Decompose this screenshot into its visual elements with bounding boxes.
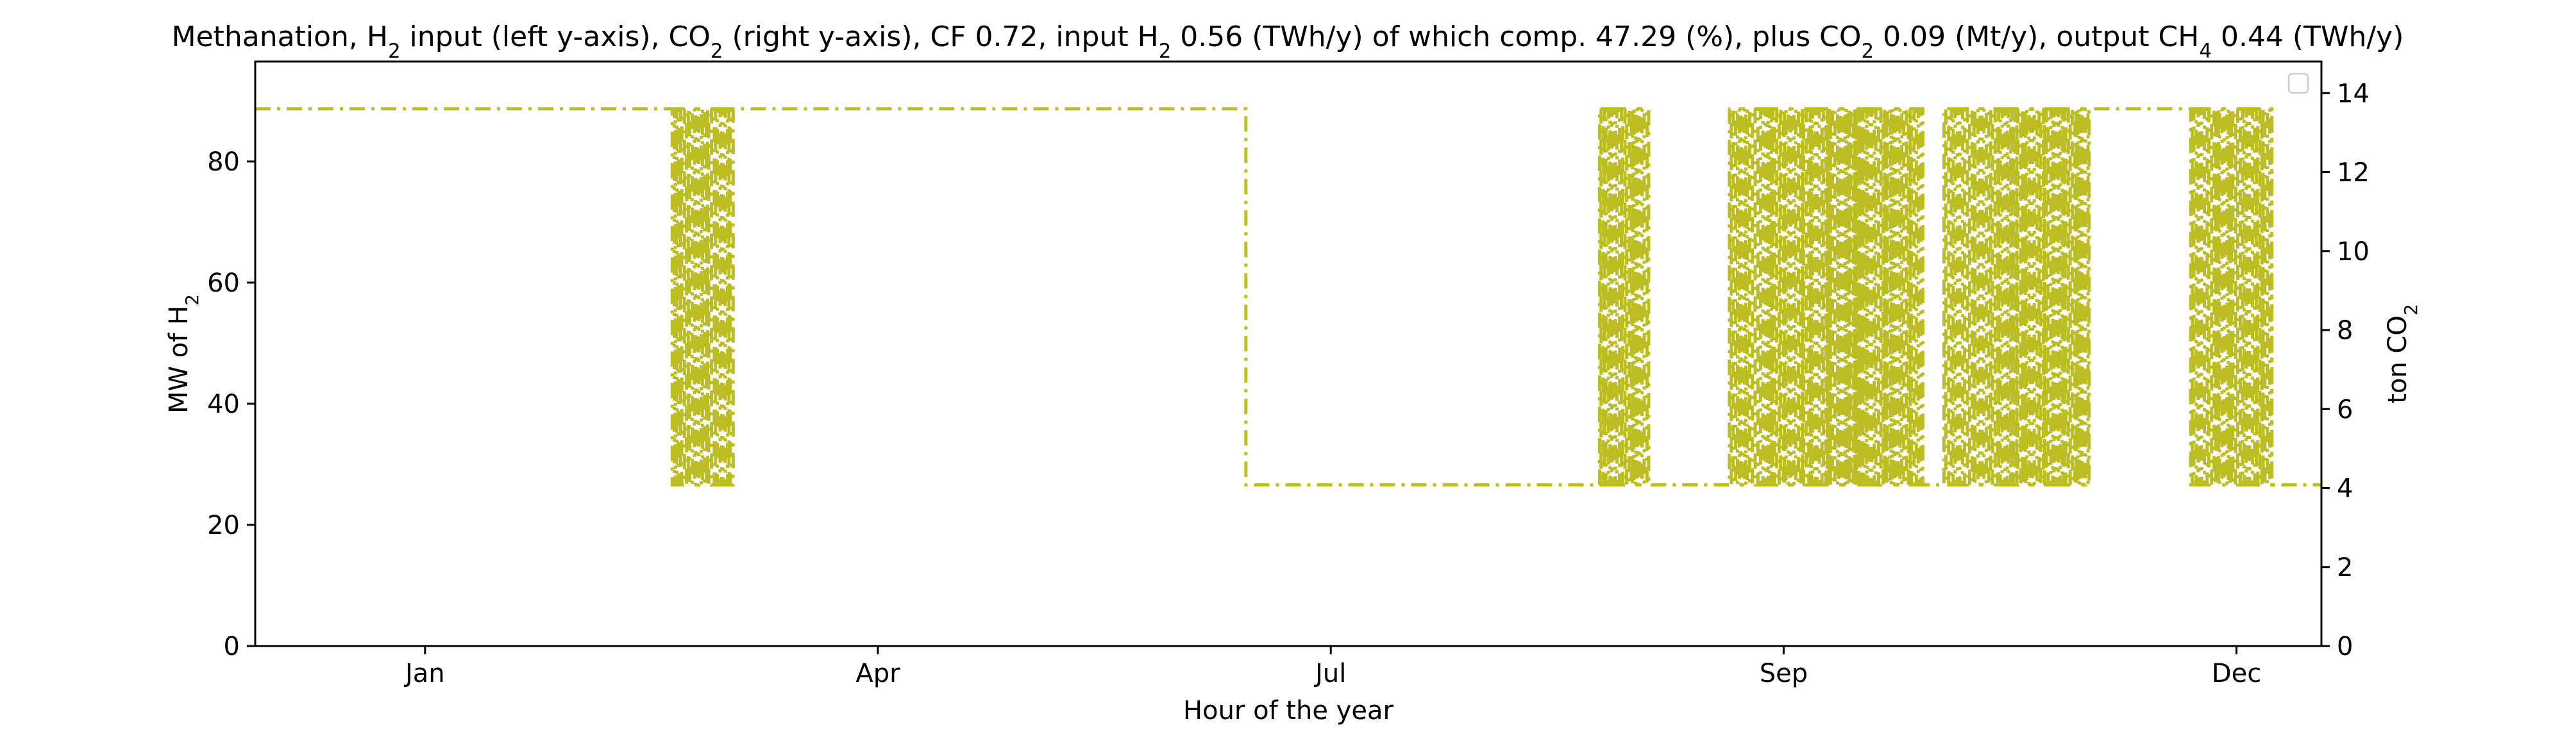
left-y-axis: 0 20 40 60 80 bbox=[207, 147, 255, 661]
left-y-tick-label: 80 bbox=[207, 147, 240, 177]
series-layer bbox=[255, 107, 2321, 487]
right-y-tick-label: 2 bbox=[2337, 553, 2353, 583]
left-y-tick-label: 60 bbox=[207, 269, 240, 298]
left-y-tick-label: 0 bbox=[224, 632, 240, 661]
x-tick-label: Jan bbox=[403, 659, 445, 688]
legend-box bbox=[2287, 72, 2309, 94]
x-tick-label: Sep bbox=[1760, 659, 1808, 688]
x-tick-label: Apr bbox=[855, 659, 900, 688]
right-y-tick-label: 4 bbox=[2337, 474, 2353, 504]
x-axis: Jan Apr Jul Sep Dec bbox=[403, 646, 2261, 688]
x-tick-label: Dec bbox=[2212, 659, 2261, 688]
series-line-h2-input bbox=[255, 107, 2321, 487]
chart-title: Methanation, H2 input (left y-axis), CO2… bbox=[172, 21, 2404, 63]
right-y-tick-label: 14 bbox=[2337, 79, 2370, 108]
right-y-axis: 0 2 4 6 8 10 12 14 bbox=[2321, 79, 2370, 661]
right-y-axis-label: ton CO2 bbox=[2383, 304, 2421, 403]
right-y-tick-label: 0 bbox=[2337, 632, 2353, 661]
right-y-tick-label: 6 bbox=[2337, 395, 2353, 424]
right-y-tick-label: 8 bbox=[2337, 316, 2353, 345]
right-y-tick-label: 12 bbox=[2337, 158, 2370, 188]
left-y-axis-label: MW of H2 bbox=[164, 294, 203, 413]
left-y-tick-label: 40 bbox=[207, 390, 240, 419]
x-axis-label: Hour of the year bbox=[1183, 696, 1393, 725]
left-y-tick-label: 20 bbox=[207, 511, 240, 540]
x-tick-label: Jul bbox=[1313, 659, 1346, 688]
plot-frame bbox=[254, 60, 2323, 647]
right-y-tick-label: 10 bbox=[2337, 237, 2370, 267]
